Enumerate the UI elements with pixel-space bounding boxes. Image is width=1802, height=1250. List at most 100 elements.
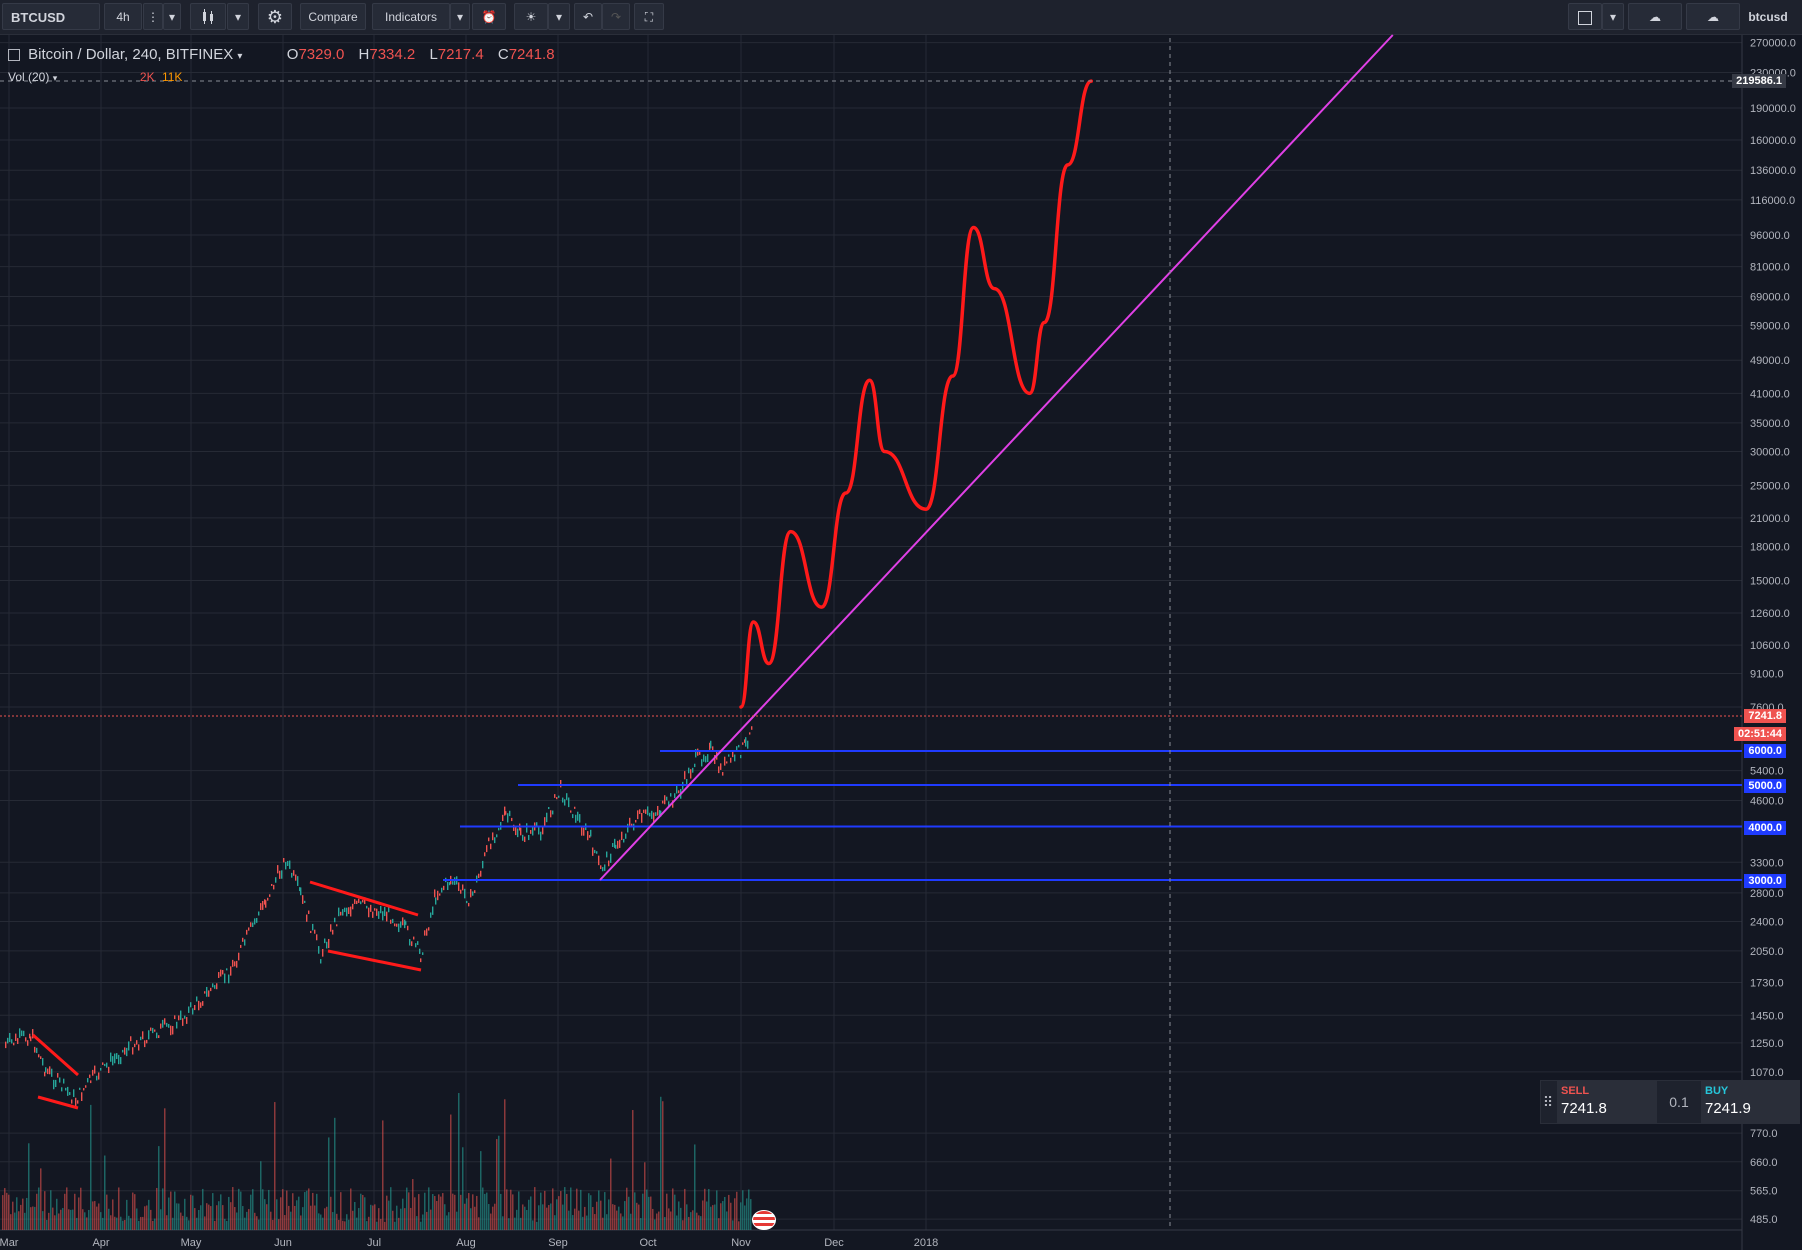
volume-bar [612, 1204, 614, 1230]
candle [570, 810, 572, 813]
volume-indicator-title[interactable]: Vol (20) [8, 70, 50, 84]
quantity-field[interactable]: 0.1 [1669, 1094, 1689, 1110]
volume-bar [466, 1198, 468, 1230]
chart-type-dropdown-icon[interactable]: ▾ [227, 3, 249, 30]
candle [356, 900, 358, 905]
volume-bar [716, 1190, 718, 1230]
high-key: H [358, 46, 370, 63]
volume-bar [606, 1214, 608, 1230]
indicators-button[interactable]: Indicators [372, 3, 450, 30]
candle [256, 917, 258, 923]
volume-bar [80, 1187, 82, 1230]
volume-bar [718, 1218, 720, 1230]
buy-button[interactable]: BUY 7241.9 [1701, 1081, 1799, 1123]
volume-legend: Vol (20) ▾ 2K 11K [8, 70, 182, 84]
volume-bar [200, 1205, 202, 1230]
candle [718, 766, 720, 774]
volume-bar [428, 1187, 430, 1230]
candles-chart-type-icon[interactable] [190, 3, 226, 30]
pattern-annotation-line [32, 1033, 79, 1077]
candle [350, 906, 352, 917]
volume-bar [438, 1194, 440, 1230]
us-flag-icon[interactable] [752, 1210, 776, 1230]
fullscreen-icon[interactable]: ⛶ [634, 3, 664, 30]
cloud-load-icon[interactable]: ☁ [1628, 3, 1682, 30]
symbol-search-box[interactable]: BTCUSD [2, 3, 100, 30]
indicators-dropdown-icon[interactable]: ▾ [450, 3, 470, 30]
layout-dropdown-icon[interactable]: ▾ [1602, 3, 1624, 30]
volume-bar [326, 1206, 328, 1230]
volume-bar [688, 1216, 690, 1230]
alert-clock-icon[interactable]: ⏰ [472, 3, 506, 30]
candle [722, 772, 724, 776]
candle [120, 1057, 122, 1065]
series-dropdown-icon[interactable]: ▾ [237, 51, 243, 62]
candle [629, 817, 631, 827]
price-tick-label: 1450.0 [1750, 1010, 1784, 1022]
layout-square-icon[interactable] [1568, 3, 1602, 30]
interval-dropdown-icon[interactable]: ▾ [163, 3, 181, 30]
replay-bulb-icon[interactable]: ☀ [514, 3, 548, 30]
volume-bar [744, 1205, 746, 1230]
settings-gear-icon[interactable]: ⚙ [258, 3, 292, 30]
volume-bar [330, 1196, 332, 1230]
replay-dropdown-icon[interactable]: ▾ [548, 3, 570, 30]
interval-more-icon[interactable]: ⋮ [143, 3, 163, 30]
candle [186, 1017, 188, 1024]
candle [92, 1069, 94, 1076]
candle [366, 905, 368, 909]
volume-bar [278, 1219, 280, 1230]
candle [676, 785, 678, 794]
volume-bar [282, 1189, 284, 1230]
candle [267, 897, 269, 901]
interval-button[interactable]: 4h [104, 3, 142, 30]
series-title[interactable]: Bitcoin / Dollar, 240, BITFINEX [28, 46, 234, 63]
candle [304, 900, 306, 903]
account-name[interactable]: btcusd [1748, 10, 1788, 24]
candle [252, 922, 254, 928]
volume-bar [362, 1194, 364, 1230]
candle-price-series [5, 726, 753, 1107]
candle [610, 853, 612, 863]
price-tick-label: 1070.0 [1750, 1067, 1784, 1079]
volume-bar [610, 1158, 612, 1230]
candle [25, 1037, 27, 1042]
undo-icon[interactable]: ↶ [574, 3, 602, 30]
collapse-legend-icon[interactable] [8, 49, 20, 62]
volume-bar [412, 1179, 414, 1230]
candle [526, 823, 528, 833]
volume-bar [158, 1146, 160, 1230]
candle [45, 1067, 47, 1073]
volume-bar [232, 1187, 234, 1230]
candle [380, 906, 382, 914]
time-tick-label: Jul [367, 1237, 381, 1249]
price-tick-label: 30000.0 [1750, 446, 1790, 458]
compare-button[interactable]: Compare [300, 3, 366, 30]
candle [29, 1033, 31, 1039]
volume-dropdown-icon[interactable]: ▾ [52, 73, 58, 83]
volume-bar [74, 1193, 76, 1230]
candle [392, 918, 394, 924]
close-value: 7241.8 [508, 46, 555, 63]
volume-bar [166, 1215, 168, 1230]
redo-icon[interactable]: ↷ [602, 3, 630, 30]
candle [490, 843, 492, 850]
candle [324, 938, 326, 944]
candle [478, 873, 480, 878]
volume-bar [134, 1194, 136, 1230]
candle [382, 911, 384, 921]
candle [643, 809, 645, 813]
candle [158, 1035, 160, 1039]
cloud-save-icon[interactable]: ☁ [1686, 3, 1740, 30]
candle [515, 825, 517, 836]
candle [738, 744, 740, 748]
candle [238, 952, 240, 961]
candle [592, 847, 594, 856]
sell-button[interactable]: SELL 7241.8 [1557, 1081, 1657, 1123]
volume-bar [736, 1191, 738, 1230]
volume-bar [96, 1206, 98, 1230]
drag-handle-icon[interactable]: ⠿ [1542, 1094, 1554, 1110]
candle [271, 883, 273, 886]
volume-bar [318, 1213, 320, 1230]
